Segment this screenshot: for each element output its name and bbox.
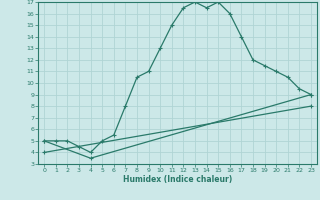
X-axis label: Humidex (Indice chaleur): Humidex (Indice chaleur) bbox=[123, 175, 232, 184]
